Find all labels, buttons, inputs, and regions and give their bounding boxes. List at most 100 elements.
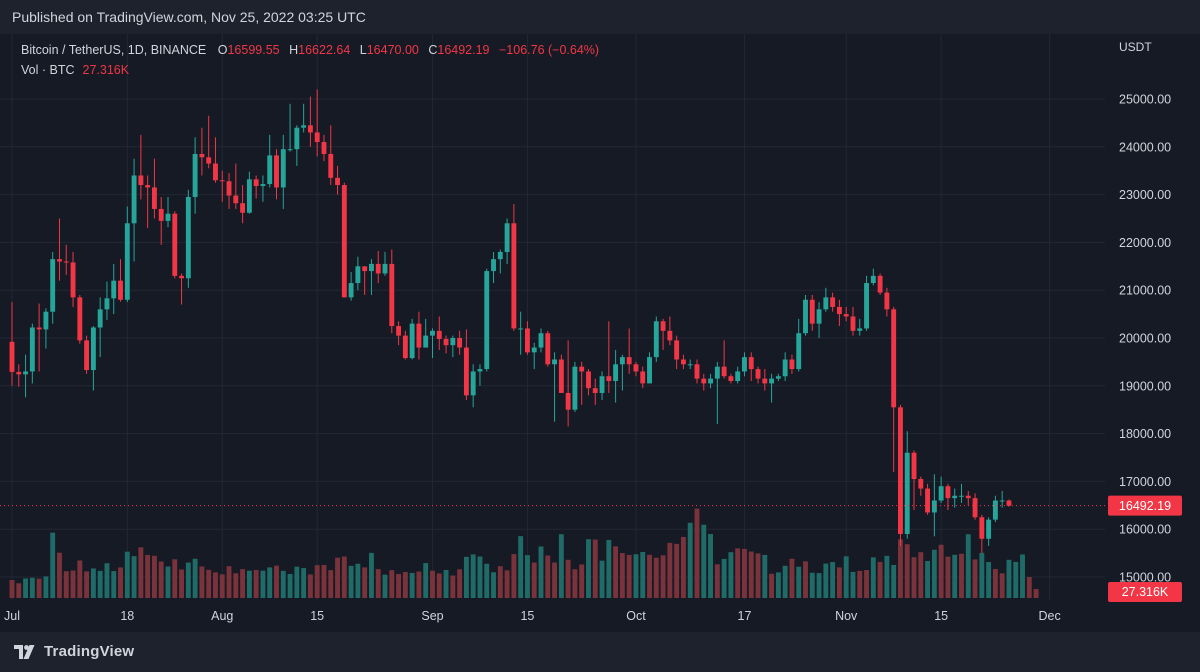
candle-body [586, 371, 591, 389]
volume-label[interactable]: Vol · BTC [21, 63, 75, 77]
candle-body [348, 283, 354, 298]
candle-body [857, 328, 863, 331]
candle-body [57, 259, 62, 262]
volume-bar [457, 569, 463, 598]
candle-body [151, 187, 157, 209]
candle-body [789, 359, 795, 370]
volume-bar [674, 543, 680, 598]
candle-body [301, 125, 307, 128]
price-tick-label: 25000.00 [1119, 93, 1171, 107]
candle-body [959, 495, 964, 497]
volume-bar [524, 555, 530, 598]
candle-body [260, 184, 266, 186]
chart-panel[interactable] [0, 34, 1200, 632]
candle-body [185, 196, 191, 279]
candle-body [850, 316, 856, 331]
volume-bar [151, 555, 157, 598]
candle-body [267, 155, 273, 185]
price-tick-label: 22000.00 [1119, 236, 1171, 250]
candle-body [823, 297, 829, 310]
volume-bar [531, 562, 537, 598]
candle-body [769, 378, 775, 384]
volume-bar [742, 548, 747, 598]
volume-bar [77, 560, 83, 598]
volume-bar [870, 557, 876, 598]
volume-bar [124, 551, 130, 598]
candle-body [328, 153, 334, 178]
price-tick-label: 23000.00 [1119, 188, 1171, 202]
volume-bar [375, 569, 381, 598]
last-price-badge-label: 16492.19 [1119, 499, 1171, 513]
tradingview-logo[interactable]: TradingView [14, 643, 134, 660]
candle-body [640, 371, 646, 384]
volume-bar [803, 561, 808, 598]
volume-bar [945, 556, 951, 598]
candle-body [416, 323, 422, 348]
volume-bar [653, 557, 659, 598]
volume-bar [389, 570, 395, 598]
candle-body [999, 500, 1005, 502]
volume-bar [131, 556, 137, 598]
symbol-title[interactable]: Bitcoin / TetherUS, 1D, BINANCE [21, 43, 207, 57]
tradingview-brand: TradingView [44, 643, 135, 660]
change-value: −106.76 (−0.64%) [499, 43, 600, 57]
volume-bar [463, 556, 469, 598]
candle-body [63, 261, 69, 263]
candle-body [36, 327, 42, 330]
candle-body [409, 323, 415, 359]
volume-bar [219, 574, 225, 598]
volume-bar [843, 556, 849, 598]
volume-bar [1033, 589, 1039, 598]
volume-bar [9, 580, 15, 598]
candle-body [633, 364, 639, 372]
candle-body [748, 357, 754, 370]
candle-body [891, 309, 897, 408]
candle-body [938, 486, 944, 501]
volume-bar [694, 508, 700, 598]
volume-bar [538, 546, 544, 598]
volume-bar [233, 573, 239, 598]
volume-bar [565, 559, 571, 598]
volume-bar [775, 572, 781, 598]
volume-bar [470, 554, 476, 598]
volume-bar [36, 578, 42, 598]
candle-body [531, 347, 537, 353]
volume-bar [836, 567, 842, 598]
time-tick-label: Sep [421, 609, 443, 623]
volume-bar [1013, 561, 1019, 598]
price-tick-label: 19000.00 [1119, 379, 1171, 393]
candle-body [219, 180, 225, 182]
candle-body [423, 335, 429, 348]
volume-bar [959, 553, 964, 598]
volume-bars [9, 508, 1039, 598]
volume-bar [450, 575, 456, 598]
grid-lines [0, 34, 1105, 600]
candle-body [240, 203, 246, 213]
chart-legend: Bitcoin / TetherUS, 1D, BINANCE O16599.5… [21, 40, 605, 80]
candle-body [213, 163, 218, 181]
candle-body [830, 297, 836, 307]
candle-body [877, 275, 883, 293]
candle-body [945, 486, 951, 499]
candle-body [762, 378, 768, 384]
volume-bar [660, 555, 666, 598]
chart-canvas[interactable]: 25000.00 24000.00 23000.00 22000.00 21000.00… [0, 34, 1200, 632]
volume-bar [769, 573, 775, 598]
volume-bar [185, 562, 191, 598]
volume-bar [314, 565, 320, 598]
volume-bar [443, 569, 449, 598]
price-tick-label: 17000.00 [1119, 475, 1171, 489]
candle-body [402, 335, 408, 359]
price-axis: 25000.00 24000.00 23000.00 22000.00 21000.00… [1119, 93, 1171, 585]
candle-body [29, 327, 35, 372]
candle-body [518, 328, 524, 330]
low-value: 16470.00 [366, 43, 419, 57]
volume-bar [118, 567, 123, 598]
volume-bar [931, 549, 937, 598]
candle-body [443, 338, 449, 346]
candle-body [369, 263, 374, 272]
candle-body [280, 149, 286, 188]
candle-body [335, 177, 340, 186]
candle-body [23, 371, 29, 375]
volume-bar [599, 560, 605, 598]
